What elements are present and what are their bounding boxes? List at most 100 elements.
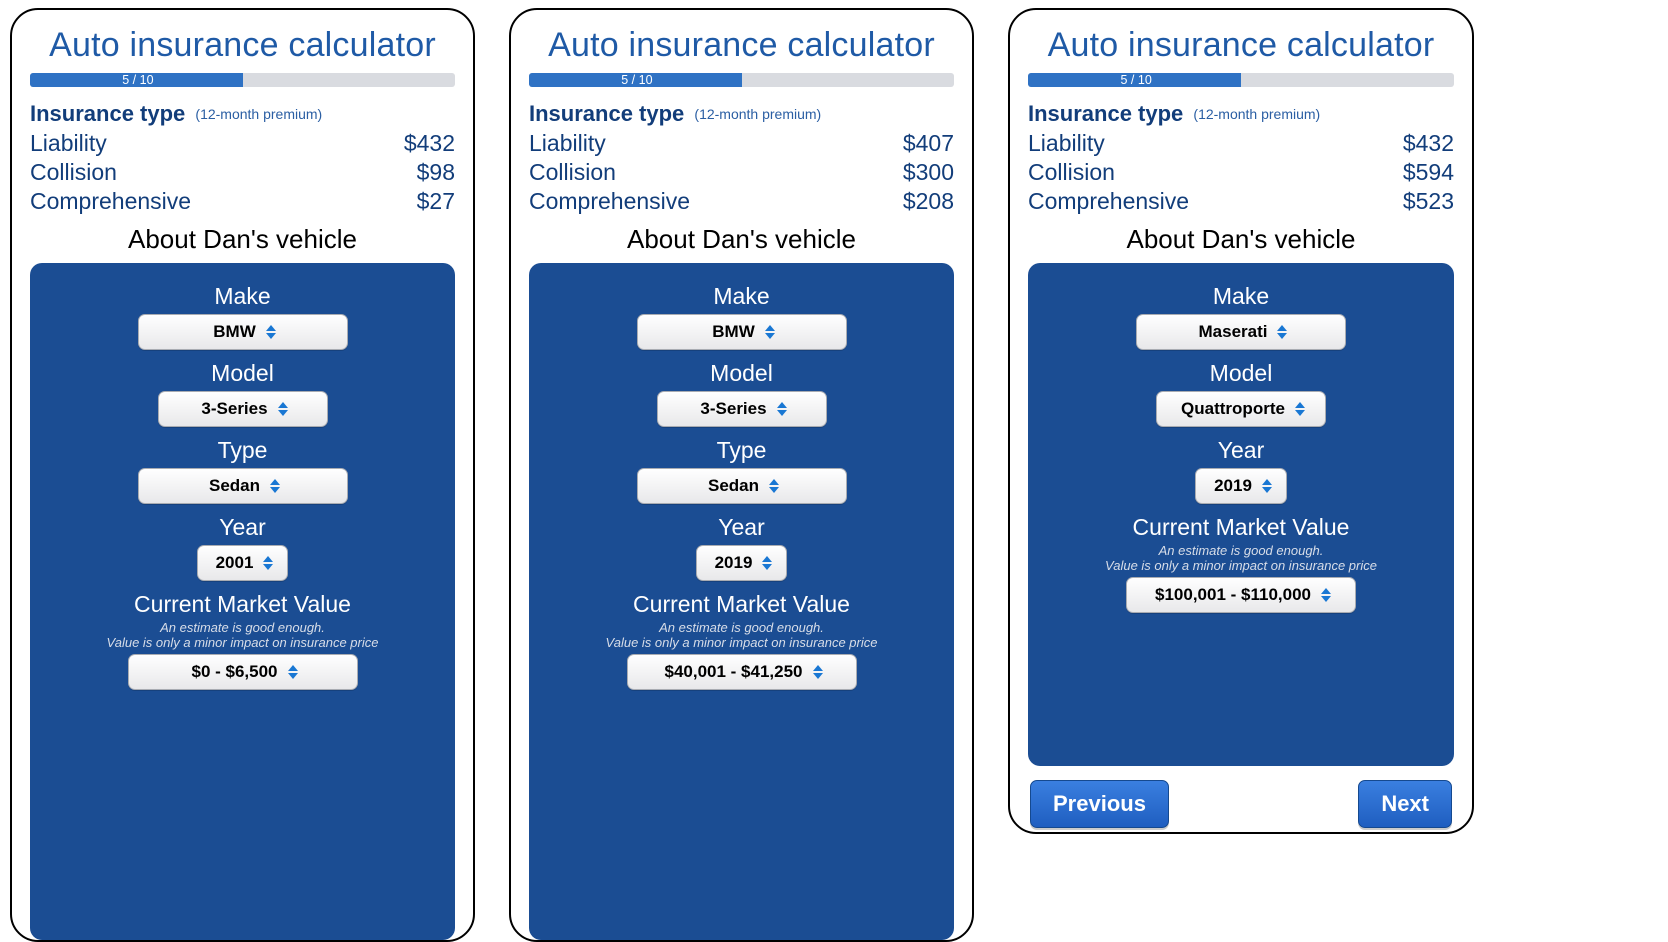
make-select[interactable]: BMW bbox=[138, 314, 348, 350]
liability-value: $407 bbox=[903, 129, 954, 158]
updown-caret-icon bbox=[1262, 479, 1272, 493]
quote-row-comprehensive: Comprehensive$523 bbox=[1028, 187, 1454, 216]
comprehensive-value: $523 bbox=[1403, 187, 1454, 216]
calculator-panel-3: Auto insurance calculator 5 / 10 Insurance… bbox=[1008, 8, 1474, 834]
liability-value: $432 bbox=[404, 129, 455, 158]
model-select-value: Quattroporte bbox=[1181, 399, 1285, 419]
vehicle-card: Make BMW Model3-Series Type Sedan Year 2019 Cur… bbox=[529, 263, 954, 940]
quote-row-liability: Liability$432 bbox=[1028, 129, 1454, 158]
calculator-panel-2: Auto insurance calculator 5 / 10 Insurance… bbox=[509, 8, 974, 942]
field-label-model: Model bbox=[211, 360, 274, 387]
year-select-value: 2019 bbox=[1214, 476, 1252, 496]
quote-row-collision: Collision$300 bbox=[529, 158, 954, 187]
insurance-type-heading: Insurance type (12-month premium) bbox=[529, 101, 954, 127]
cmv-select-value: $40,001 - $41,250 bbox=[664, 662, 802, 682]
model-select[interactable]: Quattroporte bbox=[1156, 391, 1326, 427]
updown-caret-icon bbox=[263, 556, 273, 570]
updown-caret-icon bbox=[288, 665, 298, 679]
updown-caret-icon bbox=[278, 402, 288, 416]
section-title: About Dan's vehicle bbox=[1028, 224, 1454, 255]
insurance-type-heading: Insurance type (12-month premium) bbox=[1028, 101, 1454, 127]
field-label-make: Make bbox=[713, 283, 769, 310]
progress-bar: 5 / 10 bbox=[529, 73, 954, 87]
cmv-hint: An estimate is good enough.Value is only… bbox=[606, 620, 878, 650]
field-label-cmv: Current Market Value bbox=[633, 591, 850, 618]
progress-bar: 5 / 10 bbox=[30, 73, 455, 87]
updown-caret-icon bbox=[1295, 402, 1305, 416]
cmv-select[interactable]: $0 - $6,500 bbox=[128, 654, 358, 690]
quote-row-collision: Collision$98 bbox=[30, 158, 455, 187]
field-make: Make BMW bbox=[541, 283, 942, 350]
year-select-value: 2019 bbox=[715, 553, 753, 573]
quote-row-collision: Collision$594 bbox=[1028, 158, 1454, 187]
updown-caret-icon bbox=[765, 325, 775, 339]
cmv-select-value: $100,001 - $110,000 bbox=[1155, 585, 1311, 605]
model-select[interactable]: 3-Series bbox=[657, 391, 827, 427]
field-model: ModelQuattroporte bbox=[1040, 360, 1442, 427]
year-select-value: 2001 bbox=[216, 553, 254, 573]
year-select[interactable]: 2019 bbox=[1195, 468, 1287, 504]
progress-bar: 5 / 10 bbox=[1028, 73, 1454, 87]
section-title: About Dan's vehicle bbox=[30, 224, 455, 255]
quote-row-comprehensive: Comprehensive$208 bbox=[529, 187, 954, 216]
field-make: Make BMW bbox=[42, 283, 443, 350]
updown-caret-icon bbox=[813, 665, 823, 679]
quote-row-comprehensive: Comprehensive$27 bbox=[30, 187, 455, 216]
updown-caret-icon bbox=[777, 402, 787, 416]
field-cmv: Current Market ValueAn estimate is good … bbox=[42, 591, 443, 690]
vehicle-card: Make Maserati ModelQuattroporte Year 2019 Cur… bbox=[1028, 263, 1454, 766]
field-label-year: Year bbox=[219, 514, 265, 541]
field-type: Type Sedan bbox=[42, 437, 443, 504]
cmv-hint: An estimate is good enough.Value is only… bbox=[1105, 543, 1377, 573]
updown-caret-icon bbox=[762, 556, 772, 570]
comprehensive-value: $27 bbox=[417, 187, 455, 216]
app-title: Auto insurance calculator bbox=[529, 26, 954, 65]
vehicle-card: Make BMW Model 3-Series Type Sedan Year 2001 Cur… bbox=[30, 263, 455, 940]
type-select[interactable]: Sedan bbox=[138, 468, 348, 504]
field-label-year: Year bbox=[718, 514, 764, 541]
next-button[interactable]: Next bbox=[1358, 780, 1452, 828]
field-year: Year 2019 bbox=[541, 514, 942, 581]
collision-value: $98 bbox=[417, 158, 455, 187]
field-cmv: Current Market ValueAn estimate is good … bbox=[541, 591, 942, 690]
cmv-select[interactable]: $40,001 - $41,250 bbox=[627, 654, 857, 690]
field-model: Model3-Series bbox=[541, 360, 942, 427]
liability-value: $432 bbox=[1403, 129, 1454, 158]
make-select-value: BMW bbox=[213, 322, 255, 342]
model-select-value: 3-Series bbox=[201, 399, 267, 419]
field-label-make: Make bbox=[214, 283, 270, 310]
make-select[interactable]: Maserati bbox=[1136, 314, 1346, 350]
field-label-type: Type bbox=[717, 437, 767, 464]
updown-caret-icon bbox=[769, 479, 779, 493]
make-select-value: Maserati bbox=[1199, 322, 1268, 342]
progress-label: 5 / 10 bbox=[529, 73, 940, 87]
type-select[interactable]: Sedan bbox=[637, 468, 847, 504]
year-select[interactable]: 2001 bbox=[197, 545, 289, 581]
field-label-year: Year bbox=[1218, 437, 1264, 464]
updown-caret-icon bbox=[270, 479, 280, 493]
field-label-type: Type bbox=[218, 437, 268, 464]
field-year: Year 2001 bbox=[42, 514, 443, 581]
updown-caret-icon bbox=[1321, 588, 1331, 602]
make-select[interactable]: BMW bbox=[637, 314, 847, 350]
field-year: Year 2019 bbox=[1040, 437, 1442, 504]
updown-caret-icon bbox=[266, 325, 276, 339]
progress-label: 5 / 10 bbox=[1028, 73, 1440, 87]
collision-value: $300 bbox=[903, 158, 954, 187]
quote-row-liability: Liability$407 bbox=[529, 129, 954, 158]
field-type: Type Sedan bbox=[541, 437, 942, 504]
nav-buttons: Previous Next bbox=[1028, 780, 1454, 832]
field-cmv: Current Market ValueAn estimate is good … bbox=[1040, 514, 1442, 613]
type-select-value: Sedan bbox=[209, 476, 260, 496]
app-title: Auto insurance calculator bbox=[1028, 26, 1454, 65]
cmv-select-value: $0 - $6,500 bbox=[191, 662, 277, 682]
year-select[interactable]: 2019 bbox=[696, 545, 788, 581]
previous-button[interactable]: Previous bbox=[1030, 780, 1169, 828]
collision-value: $594 bbox=[1403, 158, 1454, 187]
model-select[interactable]: 3-Series bbox=[158, 391, 328, 427]
field-label-cmv: Current Market Value bbox=[134, 591, 351, 618]
field-label-make: Make bbox=[1213, 283, 1269, 310]
cmv-select[interactable]: $100,001 - $110,000 bbox=[1126, 577, 1356, 613]
app-title: Auto insurance calculator bbox=[30, 26, 455, 65]
updown-caret-icon bbox=[1277, 325, 1287, 339]
